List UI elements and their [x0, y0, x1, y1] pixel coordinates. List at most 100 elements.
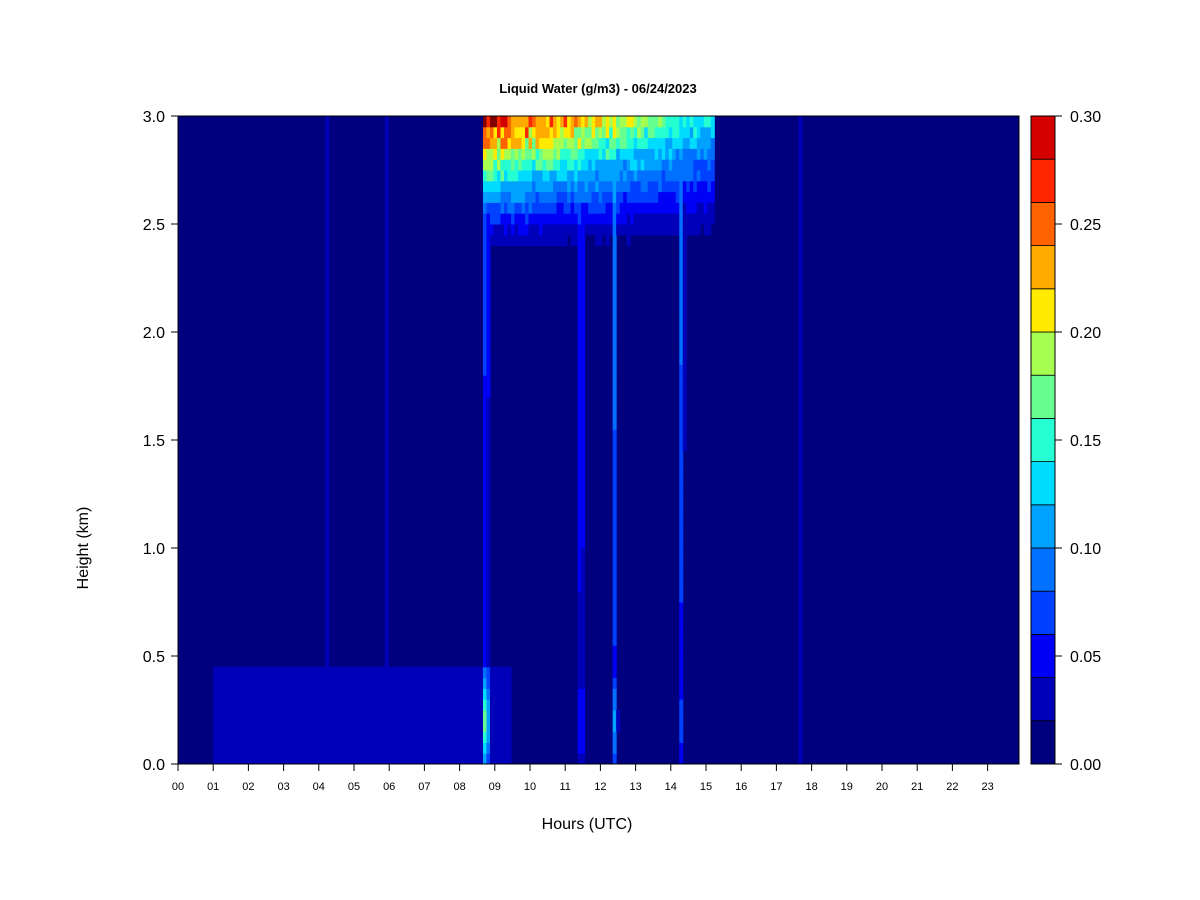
heatmap-cell [707, 148, 712, 160]
heatmap-cell [682, 116, 687, 128]
heatmap-cell [612, 602, 617, 614]
heatmap-cell [581, 612, 586, 625]
heatmap-cell [440, 688, 445, 700]
heatmap-cell [542, 170, 547, 182]
heatmap-cell [546, 224, 551, 236]
heatmap-cell [612, 137, 617, 149]
heatmap-cell [349, 666, 354, 679]
heatmap-cell [430, 731, 435, 743]
heatmap-cell [640, 126, 645, 139]
heatmap-cell [486, 580, 491, 592]
heatmap-cell [356, 731, 361, 743]
heatmap-cell [798, 666, 803, 679]
heatmap-cell [514, 137, 519, 149]
heatmap-cell [679, 342, 684, 355]
heatmap-cell [686, 137, 691, 149]
heatmap-cell [535, 170, 540, 182]
heatmap-cell [433, 742, 438, 754]
heatmap-cell [220, 699, 225, 711]
heatmap-cell [503, 116, 509, 128]
heatmap-cell [647, 126, 652, 139]
heatmap-cell [798, 461, 803, 473]
heatmap-cell [518, 234, 523, 247]
heatmap-cell [619, 170, 624, 182]
heatmap-cell [486, 537, 491, 549]
heatmap-cell [482, 407, 487, 419]
heatmap-cell [304, 720, 309, 733]
heatmap-cell [679, 569, 684, 581]
heatmap-cell [577, 321, 582, 333]
heatmap-cell [493, 731, 498, 743]
heatmap-cell [703, 159, 708, 171]
heatmap-cell [486, 688, 491, 700]
heatmap-cell [489, 699, 494, 711]
heatmap-cell [612, 742, 617, 754]
heatmap-cell [665, 137, 670, 149]
heatmap-cell [290, 699, 295, 711]
heatmap-cell [293, 677, 298, 689]
heatmap-cell [486, 569, 491, 581]
heatmap-cell [335, 677, 340, 689]
heatmap-cell [591, 180, 596, 193]
heatmap-cell [577, 245, 582, 257]
heatmap-cell [405, 699, 410, 711]
heatmap-cell [612, 418, 617, 430]
heatmap-cell [511, 170, 516, 182]
heatmap-cell [286, 731, 291, 743]
heatmap-cell [581, 429, 586, 441]
heatmap-cell [588, 180, 593, 193]
heatmap-cell [577, 461, 582, 473]
heatmap-cell [682, 191, 687, 203]
heatmap-cell [230, 688, 235, 700]
heatmap-cell [381, 720, 386, 733]
y-tick-label: 2.0 [143, 325, 165, 342]
heatmap-cell [647, 148, 652, 160]
heatmap-cell [679, 396, 684, 409]
heatmap-cell [451, 710, 456, 722]
heatmap-cell [237, 710, 242, 722]
heatmap-cell [496, 677, 501, 689]
heatmap-cell [223, 677, 228, 689]
heatmap-cell [612, 483, 617, 495]
heatmap-cell [798, 537, 803, 549]
heatmap-cell [542, 159, 547, 171]
heatmap-cell [665, 180, 670, 193]
heatmap-cell [416, 753, 421, 765]
heatmap-cell [356, 720, 361, 733]
heatmap-cell [363, 677, 368, 689]
heatmap-cell [696, 148, 701, 160]
heatmap-cell [644, 159, 649, 171]
heatmap-cell [454, 699, 459, 711]
heatmap-cell [241, 753, 246, 765]
heatmap-cell [553, 126, 558, 139]
heatmap-cell [661, 159, 666, 171]
heatmap-cell [700, 126, 705, 139]
heatmap-cell [612, 407, 617, 419]
heatmap-cell [581, 515, 586, 527]
heatmap-cell [486, 461, 491, 473]
heatmap-cell [384, 450, 389, 463]
heatmap-cell [675, 224, 680, 236]
heatmap-cell [307, 666, 312, 679]
heatmap-cell [482, 580, 487, 592]
heatmap-cell [612, 720, 617, 733]
heatmap-cell [679, 202, 684, 214]
heatmap-cell [525, 137, 530, 149]
heatmap-cell [489, 688, 494, 700]
heatmap-cell [644, 224, 649, 236]
heatmap-cell [679, 710, 684, 722]
heatmap-cell [409, 666, 414, 679]
heatmap-cell [598, 202, 603, 214]
heatmap-cell [798, 321, 803, 333]
colorbar-tick-label: 0.25 [1070, 217, 1101, 234]
heatmap-cell [682, 256, 687, 268]
heatmap-cell [374, 666, 379, 679]
heatmap-cell [609, 180, 614, 193]
heatmap-cell [482, 472, 487, 484]
heatmap-cell [286, 699, 291, 711]
heatmap-cell [423, 677, 428, 689]
heatmap-cell [314, 666, 319, 679]
heatmap-cell [486, 159, 491, 171]
heatmap-cell [325, 666, 330, 679]
heatmap-cell [486, 191, 491, 203]
